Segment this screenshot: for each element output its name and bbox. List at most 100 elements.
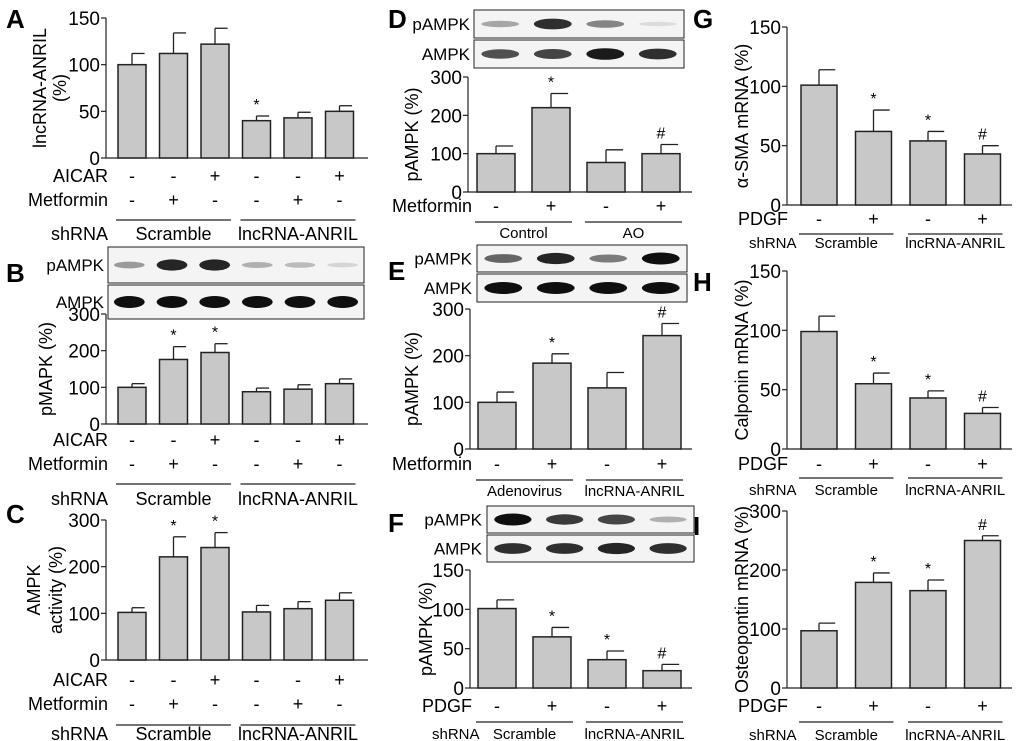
blot-band xyxy=(545,514,584,525)
treatment-sign: - xyxy=(212,694,218,714)
y-tick-label: 300 xyxy=(68,511,100,532)
bar xyxy=(283,388,313,425)
y-tick-label: 100 xyxy=(749,620,781,641)
y-tick-label: 300 xyxy=(430,68,462,89)
treatment-sign: - xyxy=(295,670,301,690)
panel-letter: E xyxy=(388,256,405,286)
treatment-label: Metformin xyxy=(28,454,108,474)
treatment-sign: - xyxy=(129,190,135,210)
treatment-sign: - xyxy=(603,196,609,216)
y-tick-label: 0 xyxy=(770,679,781,700)
panel-letter: B xyxy=(6,258,25,288)
bar xyxy=(642,334,682,450)
bar xyxy=(241,390,272,425)
panel-g: G 0 50 100 150 α-SMA mRNA (%) * * # PDGF - + - + shRNA… xyxy=(693,4,1012,252)
blot-band xyxy=(536,282,575,294)
y-axis-label: activity (%) xyxy=(46,546,66,634)
y-tick-label: 0 xyxy=(770,196,781,217)
group-row-label: shRNA xyxy=(749,727,797,741)
treatment-sign: + xyxy=(334,670,345,690)
treatment-sign: - xyxy=(604,696,610,716)
significance-mark: # xyxy=(978,127,987,144)
significance-mark: * xyxy=(925,112,931,129)
treatment-label: AICAR xyxy=(53,430,108,450)
treatment-label: PDGF xyxy=(422,696,472,716)
bar xyxy=(586,161,626,193)
treatment-sign: - xyxy=(816,696,822,716)
blot-band xyxy=(545,543,584,554)
blot-label: pAMPK xyxy=(414,250,472,269)
bar xyxy=(117,611,147,661)
treatment-sign: - xyxy=(129,430,135,450)
significance-mark: # xyxy=(978,517,987,534)
bar xyxy=(532,362,572,450)
y-tick-label: 0 xyxy=(770,440,781,461)
bar xyxy=(117,386,147,425)
treatment-sign: + xyxy=(547,454,558,474)
bar xyxy=(283,117,313,159)
blot-label: AMPK xyxy=(422,45,471,64)
y-axis-label: Osteopontin mRNA (%) xyxy=(732,506,752,693)
blot-band xyxy=(481,49,520,59)
group-row-label: shRNA xyxy=(749,482,797,499)
treatment-sign: - xyxy=(604,454,610,474)
bar xyxy=(532,636,572,689)
blot-band xyxy=(113,296,145,308)
blot-band xyxy=(533,49,572,59)
y-tick-label: 150 xyxy=(749,262,781,283)
treatment-label: Metformin xyxy=(392,196,472,216)
bar xyxy=(800,630,838,689)
bar xyxy=(200,43,230,159)
group-label: Control xyxy=(499,225,547,242)
treatment-sign: + xyxy=(977,454,988,474)
treatment-sign: + xyxy=(977,209,988,229)
group-label: Scramble xyxy=(135,224,211,244)
treatment-sign: + xyxy=(293,694,304,714)
treatment-sign: - xyxy=(295,430,301,450)
blot-label: pAMPK xyxy=(46,256,104,275)
blot-label: pAMPK xyxy=(424,511,482,530)
group-label: lncRNA-ANRIL xyxy=(238,489,358,509)
significance-mark: * xyxy=(604,632,610,649)
y-tick-label: 200 xyxy=(68,558,100,579)
bar xyxy=(158,556,189,661)
y-tick-label: 200 xyxy=(430,106,462,127)
treatment-sign: + xyxy=(334,430,345,450)
bar xyxy=(241,119,272,159)
blot-band xyxy=(589,282,628,294)
treatment-sign: - xyxy=(212,190,218,210)
treatment-sign: + xyxy=(210,430,221,450)
treatment-sign: - xyxy=(337,454,343,474)
blot-band xyxy=(589,254,628,263)
y-tick-label: 100 xyxy=(68,378,100,399)
y-tick-label: 100 xyxy=(432,393,464,414)
y-tick-label: 100 xyxy=(68,604,100,625)
treatment-sign: + xyxy=(868,696,879,716)
significance-mark: * xyxy=(549,608,555,625)
treatment-sign: - xyxy=(295,166,301,186)
y-axis-label: pMAPK (%) xyxy=(36,322,56,416)
treatment-sign: - xyxy=(129,694,135,714)
y-tick-label: 0 xyxy=(89,415,100,436)
blot-band xyxy=(327,296,359,308)
panel-letter: D xyxy=(388,4,407,34)
treatment-sign: + xyxy=(168,694,179,714)
treatment-sign: - xyxy=(129,166,135,186)
y-axis-label: lncRNA-ANRIL xyxy=(30,28,50,148)
y-tick-label: 0 xyxy=(89,149,100,170)
bar xyxy=(641,152,681,193)
treatment-sign: + xyxy=(293,190,304,210)
treatment-sign: - xyxy=(129,454,135,474)
blot-band xyxy=(327,262,359,268)
y-tick-label: 0 xyxy=(453,679,464,700)
significance-mark: * xyxy=(925,372,931,389)
treatment-label: Metformin xyxy=(392,454,472,474)
treatment-sign: - xyxy=(254,670,260,690)
group-row-label: shRNA xyxy=(51,224,108,244)
treatment-label: Metformin xyxy=(28,694,108,714)
blot-label: AMPK xyxy=(424,279,473,298)
blot-band xyxy=(586,48,625,60)
y-tick-label: 0 xyxy=(451,183,462,204)
